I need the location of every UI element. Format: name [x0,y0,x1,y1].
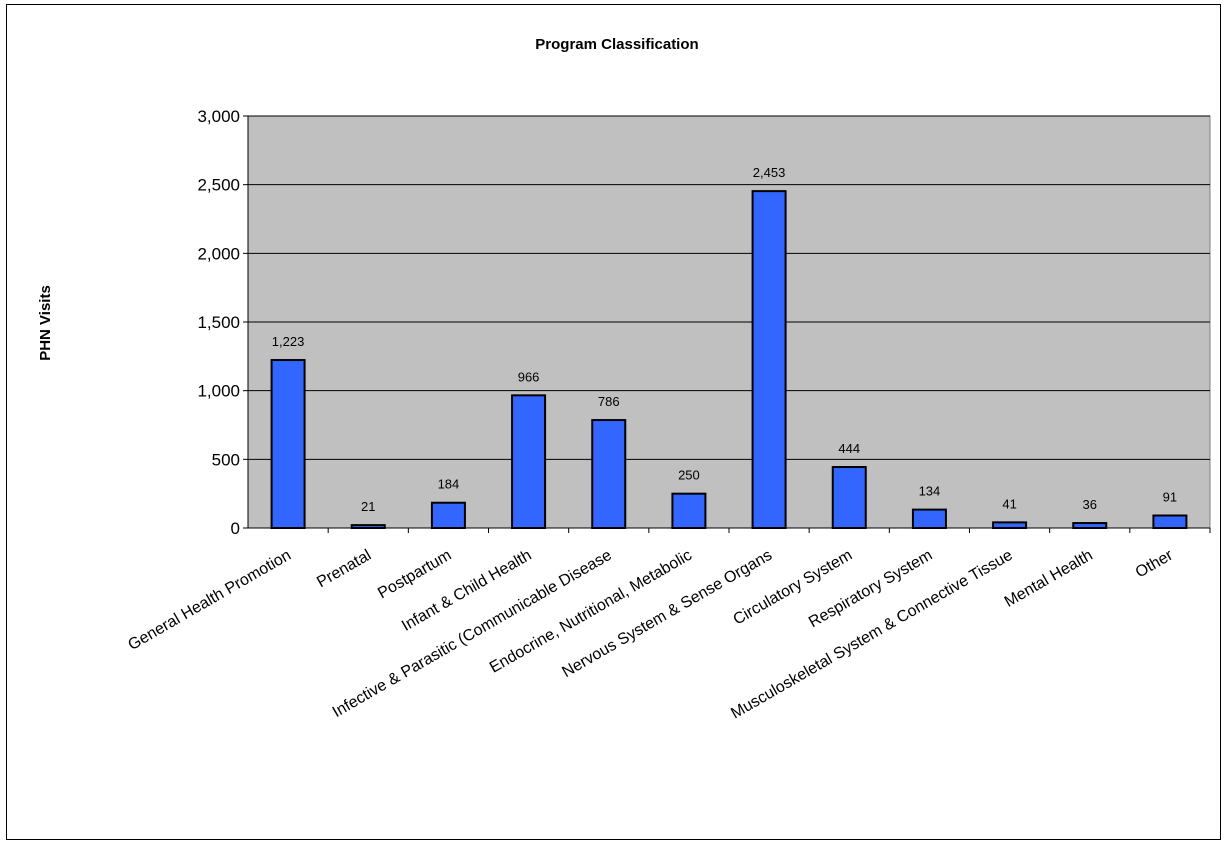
bar [430,501,466,529]
data-label: 444 [838,441,860,456]
bar [1072,522,1108,530]
chart-title: Program Classification [535,36,698,53]
y-tick-label: 1,000 [197,382,240,401]
x-tick-label: Prenatal [314,547,374,592]
data-label: 184 [438,477,460,492]
data-label: 21 [361,499,375,514]
y-tick-label: 2,500 [197,176,240,195]
data-label: 36 [1083,497,1097,512]
bars [270,190,1188,530]
data-label: 91 [1163,490,1177,505]
x-tick-label: Infective & Parasitic (Communicable Dise… [330,547,615,721]
y-tick-label: 3,000 [197,107,240,126]
bar [751,190,787,529]
y-tick-label: 2,000 [197,244,240,263]
x-tick-labels: General Health Promotion Prenatal Postpart… [125,546,1176,722]
data-label: 41 [1002,496,1016,511]
data-label: 134 [919,484,941,499]
x-tick-label: Mental Health [1002,547,1096,611]
data-label: 250 [678,468,700,483]
bar [671,492,707,529]
data-label: 2,453 [753,165,786,180]
y-tick-labels: 0 500 1,000 1,500 2,000 2,500 3,000 [197,107,240,538]
axes [243,115,1211,533]
bar [831,466,867,529]
bar [511,394,547,529]
y-tick-label: 500 [212,450,240,469]
bar [1152,514,1188,530]
data-label: 786 [598,394,620,409]
data-label: 1,223 [272,334,305,349]
x-tick-label: General Health Promotion [125,547,294,654]
y-tick-label: 0 [231,519,240,538]
data-labels: 1,223 21 184 966 786 250 2,453 444 134 41 36 91 [272,165,1177,514]
gridlines [248,115,1210,460]
bar [992,521,1028,529]
x-tick-label: Musculoskeletal System & Connective Tiss… [728,547,1015,723]
x-tick-label: Infant & Child Health [399,547,535,635]
data-label: 966 [518,369,540,384]
x-tick-label: Other [1133,546,1177,581]
y-axis-label: PHN Visits [37,285,54,361]
bar [591,419,627,529]
bar [911,508,947,529]
bar [270,359,306,529]
y-tick-label: 1,500 [197,313,240,332]
